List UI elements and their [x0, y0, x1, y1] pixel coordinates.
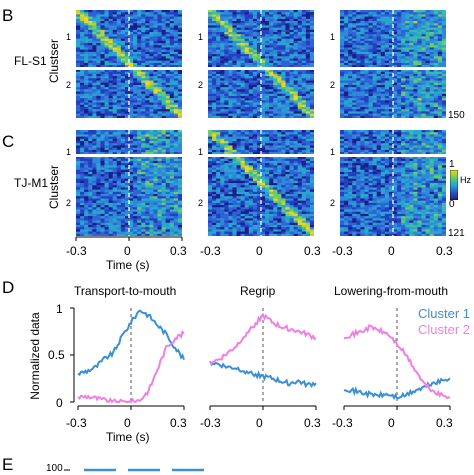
x-axis-label: Time (s) [106, 430, 150, 444]
x-tick-label: 0.3 [436, 416, 453, 430]
x-tick-label: 0.3 [170, 244, 187, 258]
x-tick-label: -0.3 [200, 416, 221, 430]
row-label-tjm1: TJ-M1 [14, 176, 48, 190]
x-tick-label: 0 [256, 244, 263, 258]
chart-title-regrip: Regrip [240, 284, 275, 298]
cluster-1-label: 1 [198, 147, 203, 157]
panel-label-d: D [2, 278, 14, 298]
cluster-1-label: 1 [330, 32, 335, 42]
x-tick-label: -0.3 [332, 244, 353, 258]
colorbar [450, 170, 458, 200]
heatmap-fls1-lowering [340, 10, 446, 118]
y-tick-label: 0.5 [48, 348, 65, 362]
x-tick-label: 0 [124, 244, 131, 258]
x-tick-label: -0.3 [200, 244, 221, 258]
heatmap-fls1-transport [76, 10, 182, 118]
heatmap-fls1-regrip [208, 10, 314, 118]
cluster-2-label: 2 [198, 198, 203, 208]
x-tick-label: -0.3 [66, 244, 87, 258]
cluster-2-label: 2 [330, 198, 335, 208]
y-tick-label: 1 [56, 302, 63, 316]
line-chart-transport [64, 302, 190, 410]
panel-e-lines [64, 466, 214, 474]
x-tick-label: 0.3 [170, 416, 187, 430]
y-axis-label-normalized: Normalized data [28, 301, 42, 411]
row-label-fls1: FL-S1 [14, 54, 47, 68]
cluster-2-label: 2 [198, 80, 203, 90]
panel-label-c: C [2, 132, 14, 152]
panel-label-e: E [2, 455, 13, 475]
legend-cluster-2: Cluster 2 [418, 322, 470, 337]
y-axis-label-tjm1: Clustser [47, 157, 61, 217]
x-tick-label: 0 [388, 416, 395, 430]
colorbar-unit: Hz [460, 175, 471, 185]
x-tick-label: 0.3 [436, 244, 453, 258]
heatmap-tjm1-lowering [340, 130, 446, 236]
cluster-2-label: 2 [66, 80, 71, 90]
cluster-2-label: 2 [66, 198, 71, 208]
y-tick-label: 0 [56, 396, 63, 410]
chart-title-transport: Transport-to-mouth [74, 284, 176, 298]
x-tick-label: 0 [256, 416, 263, 430]
cluster-2-label: 2 [330, 80, 335, 90]
colorbar-min-label: 0 [449, 199, 455, 210]
y-axis-label-fls1: Clustser [47, 31, 61, 91]
row-count-tjm1: 121 [448, 228, 465, 239]
x-axis-label: Time (s) [106, 258, 150, 272]
cluster-1-label: 1 [198, 32, 203, 42]
colorbar-max-label: 1 [449, 159, 455, 170]
x-tick-label: 0.3 [304, 244, 321, 258]
x-tick-label: 0 [388, 244, 395, 258]
cluster-1-label: 1 [330, 147, 335, 157]
row-count-fls1: 150 [448, 110, 465, 121]
cluster-1-label: 1 [66, 147, 71, 157]
series-line-cluster-1 [78, 311, 184, 375]
heatmap-tjm1-regrip [208, 130, 314, 236]
heatmap-tjm1-transport [76, 130, 182, 236]
cluster-1-label: 1 [66, 32, 71, 42]
panel-label-b: B [2, 6, 13, 26]
x-tick-label: -0.3 [332, 416, 353, 430]
x-tick-label: -0.3 [66, 416, 87, 430]
panel-e-y-tick: 100 [46, 463, 63, 474]
legend-cluster-1: Cluster 1 [418, 306, 470, 321]
line-chart-regrip [196, 302, 322, 410]
chart-title-lowering: Lowering-from-mouth [334, 284, 448, 298]
x-tick-label: 0 [124, 416, 131, 430]
x-tick-label: 0.3 [304, 416, 321, 430]
